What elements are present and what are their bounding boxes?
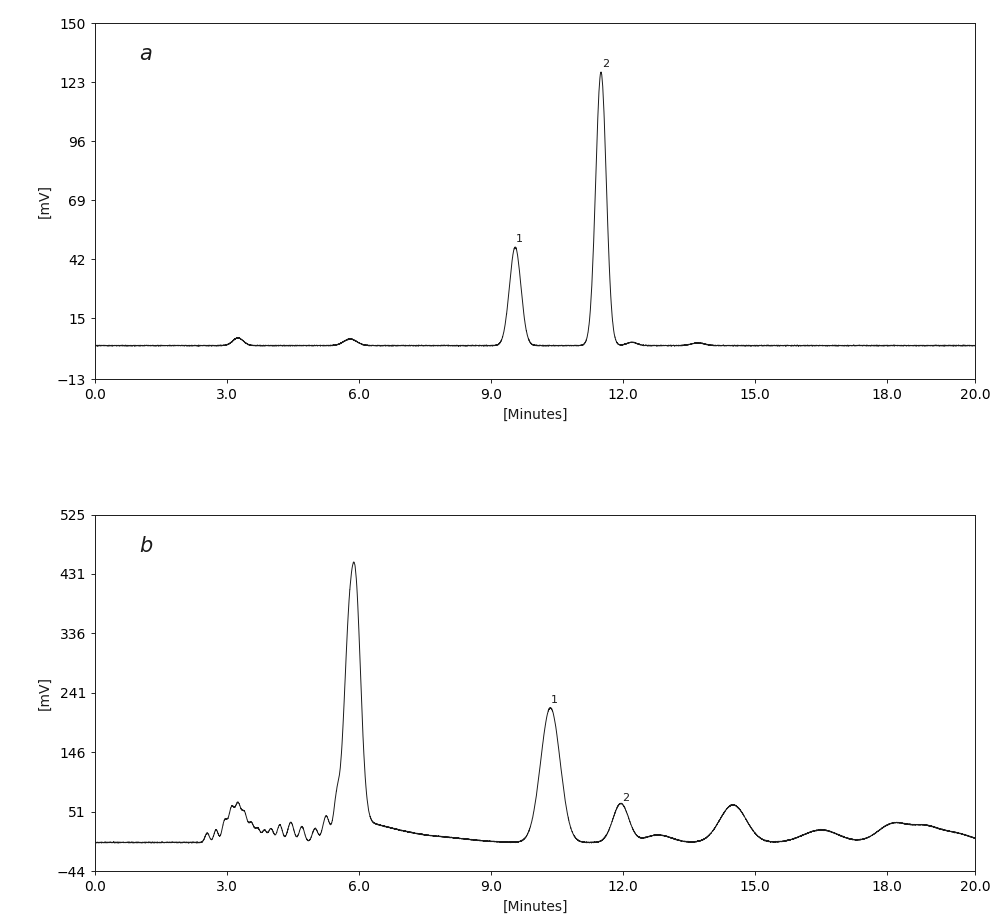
Y-axis label: [mV]: [mV] bbox=[37, 676, 51, 710]
X-axis label: [Minutes]: [Minutes] bbox=[502, 408, 568, 422]
Y-axis label: [mV]: [mV] bbox=[37, 184, 51, 219]
Text: b: b bbox=[139, 537, 152, 556]
Text: 1: 1 bbox=[551, 695, 558, 704]
X-axis label: [Minutes]: [Minutes] bbox=[502, 900, 568, 914]
Text: 2: 2 bbox=[622, 793, 629, 802]
Text: a: a bbox=[139, 44, 152, 65]
Text: 1: 1 bbox=[516, 233, 523, 243]
Text: 2: 2 bbox=[602, 59, 609, 69]
